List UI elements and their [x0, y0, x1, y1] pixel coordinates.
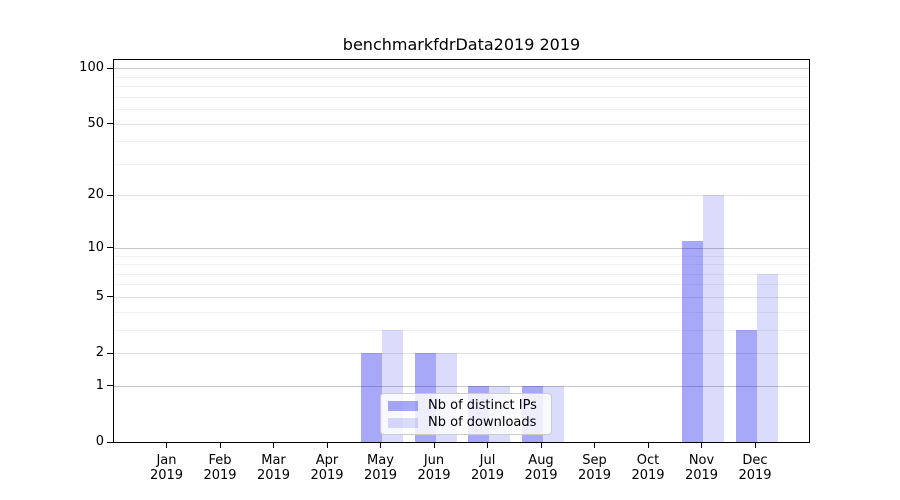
x-tick-label: Jun 2019	[402, 453, 466, 483]
gridline-mid	[114, 296, 809, 298]
bar-distinct-ips-dec	[735, 329, 757, 442]
y-tick-mark	[107, 123, 113, 124]
bar-distinct-ips-may	[361, 353, 382, 442]
x-tick-label-month: Aug	[528, 453, 554, 468]
x-tick-label-year: 2019	[203, 468, 237, 483]
x-tick-label-year: 2019	[310, 468, 344, 483]
y-tick-mark	[107, 247, 113, 249]
gridline-minor	[114, 109, 809, 110]
x-tick-label-year: 2019	[363, 468, 398, 483]
gridline-minor	[114, 329, 809, 331]
legend-swatch-downloads	[388, 417, 418, 428]
y-tick-label: 20	[87, 187, 104, 203]
x-tick-mark	[380, 443, 381, 448]
legend-item-distinct-ips: Nb of distinct IPs	[388, 397, 544, 414]
x-tick-label: Feb 2019	[188, 453, 252, 483]
legend-label-distinct-ips: Nb of distinct IPs	[428, 397, 537, 413]
x-tick-mark	[326, 443, 328, 448]
legend-label-downloads: Nb of downloads	[428, 414, 537, 430]
x-tick-mark	[701, 443, 702, 448]
y-tick-mark	[107, 67, 113, 69]
y-tick-mark	[107, 296, 113, 298]
x-tick-label-year: 2019	[684, 468, 719, 483]
x-tick-mark	[273, 443, 274, 448]
bar-distinct-ips-nov	[682, 240, 703, 442]
gridline-minor	[114, 273, 809, 275]
chart-title: benchmarkfdrData2019 2019	[342, 35, 581, 54]
gridline-minor	[114, 284, 809, 286]
gridline-major	[114, 385, 809, 387]
y-tick-mark	[107, 352, 113, 354]
x-tick-label-month: Feb	[208, 453, 232, 468]
x-tick-label-month: Oct	[636, 453, 660, 468]
x-tick-label: Mar 2019	[242, 453, 306, 483]
x-tick-label-year: 2019	[256, 468, 291, 483]
gridline-minor	[114, 264, 809, 265]
legend-item-downloads: Nb of downloads	[388, 414, 544, 431]
y-tick-mark	[107, 385, 113, 387]
x-tick-label-month: Apr	[315, 453, 339, 468]
x-tick-label-month: Mar	[261, 453, 286, 468]
gridline-minor	[114, 311, 809, 313]
grid-layer	[114, 60, 809, 442]
x-tick-label: Dec 2019	[723, 453, 787, 483]
x-tick-mark	[754, 443, 756, 448]
gridline-minor	[114, 141, 809, 143]
x-tick-label-month: Sep	[582, 453, 607, 468]
x-tick-mark	[219, 443, 221, 448]
y-tick-label: 0	[95, 434, 104, 449]
y-tick-label: 100	[79, 60, 104, 76]
x-tick-label-month: Jun	[423, 453, 445, 468]
gridline-major	[114, 247, 809, 249]
y-tick-label: 5	[95, 288, 104, 304]
x-tick-label-month: Jan	[156, 453, 177, 468]
x-tick-label-year: 2019	[524, 468, 558, 483]
gridline-mid	[114, 123, 809, 125]
bar-downloads-dec	[756, 273, 778, 442]
x-tick-mark	[540, 443, 542, 448]
y-tick-mark	[107, 194, 113, 196]
gridline-minor	[114, 255, 809, 257]
x-tick-mark	[487, 443, 488, 448]
x-tick-label: Jan 2019	[135, 453, 199, 483]
gridline-minor	[114, 86, 809, 88]
y-tick-label: 10	[87, 239, 104, 255]
x-tick-label-month: May	[367, 453, 394, 468]
x-tick-label-month: Nov	[688, 453, 715, 468]
x-tick-label: Apr 2019	[295, 453, 359, 483]
x-tick-label-year: 2019	[577, 468, 612, 483]
x-tick-label-year: 2019	[417, 468, 451, 483]
gridline-minor	[114, 76, 809, 78]
gridline-minor	[114, 96, 809, 98]
gridline-major	[114, 68, 809, 70]
x-tick-label-year: 2019	[738, 468, 772, 483]
x-tick-label-year: 2019	[470, 468, 505, 483]
bar-downloads-nov	[703, 195, 724, 442]
x-tick-label: Sep 2019	[563, 453, 627, 483]
legend-swatch-distinct-ips	[388, 400, 418, 411]
x-tick-mark	[594, 443, 595, 448]
x-tick-label: Jul 2019	[456, 453, 520, 483]
y-tick-label: 50	[87, 115, 104, 131]
gridline-minor	[114, 163, 809, 165]
gridline-mid	[114, 353, 809, 354]
y-tick-mark	[107, 441, 113, 443]
x-tick-label: Aug 2019	[509, 453, 573, 483]
x-tick-label-month: Dec	[742, 453, 768, 468]
x-tick-label-year: 2019	[149, 468, 184, 483]
y-tick-label: 2	[95, 345, 104, 360]
x-tick-label-year: 2019	[631, 468, 665, 483]
x-tick-mark	[166, 443, 167, 448]
gridline-mid	[114, 195, 809, 197]
x-tick-mark	[433, 443, 435, 448]
x-tick-label: May 2019	[349, 453, 413, 483]
legend: Nb of distinct IPs Nb of downloads	[380, 393, 552, 435]
x-tick-label-month: Jul	[479, 453, 496, 468]
x-tick-label: Oct 2019	[616, 453, 680, 483]
x-tick-label: Nov 2019	[670, 453, 734, 483]
x-tick-mark	[647, 443, 649, 448]
y-tick-label: 1	[95, 377, 104, 393]
